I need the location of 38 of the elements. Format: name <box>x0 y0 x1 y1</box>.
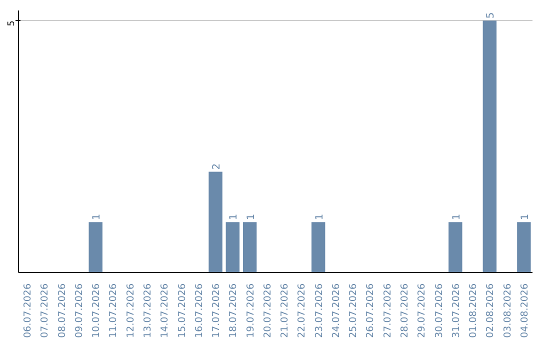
data-label: 1 <box>92 214 103 220</box>
x-tick-label: 10.07.2026 <box>91 283 102 338</box>
data-label: 1 <box>451 214 462 220</box>
x-tick-label: 09.07.2026 <box>74 283 85 338</box>
x-tick-label: 25.07.2026 <box>348 283 360 338</box>
x-tick-label: 21.07.2026 <box>280 283 291 338</box>
x-tick-label: 01.08.2026 <box>468 283 480 338</box>
x-tick-label: 14.07.2026 <box>160 283 171 338</box>
x-tick-label: 11.07.2026 <box>108 283 120 338</box>
x-tick-label: 08.07.2026 <box>56 283 68 338</box>
x-tick-label: 26.07.2026 <box>365 283 376 338</box>
x-tick-label: 12.07.2026 <box>125 283 136 338</box>
x-tick-label: 06.07.2026 <box>22 283 34 338</box>
data-label: 1 <box>228 214 240 220</box>
x-tick-label: 30.07.2026 <box>434 283 445 338</box>
x-tick-label: 31.07.2026 <box>450 283 462 338</box>
x-tick-label: 17.07.2026 <box>211 283 222 338</box>
data-label: 2 <box>212 163 223 170</box>
x-tick-label: 03.08.2026 <box>502 283 514 338</box>
x-tick-label: 23.07.2026 <box>314 283 325 338</box>
x-tick-label: 29.07.2026 <box>416 283 428 338</box>
x-tick-label: 02.08.2026 <box>485 283 496 338</box>
x-tick-label: 18.07.2026 <box>228 283 240 338</box>
x-tick-label: 07.07.2026 <box>40 283 51 338</box>
data-label: 5 <box>486 12 497 19</box>
x-tick-label: 15.07.2026 <box>176 283 188 338</box>
x-tick-label: 19.07.2026 <box>245 283 256 338</box>
x-tick-label: 27.07.2026 <box>382 283 394 338</box>
x-tick-label: 20.07.2026 <box>262 283 274 338</box>
x-tick-label: 04.08.2026 <box>519 283 530 338</box>
x-tick-label: 22.07.2026 <box>296 283 308 338</box>
x-tick-label: 13.07.2026 <box>142 283 154 338</box>
x-tick-label: 24.07.2026 <box>330 283 342 338</box>
data-label: 1 <box>246 214 257 220</box>
x-tick-label: 28.07.2026 <box>400 283 410 338</box>
data-label: 1 <box>314 214 326 220</box>
data-label: 1 <box>520 214 531 220</box>
x-tick-label: 16.07.2026 <box>194 283 205 338</box>
